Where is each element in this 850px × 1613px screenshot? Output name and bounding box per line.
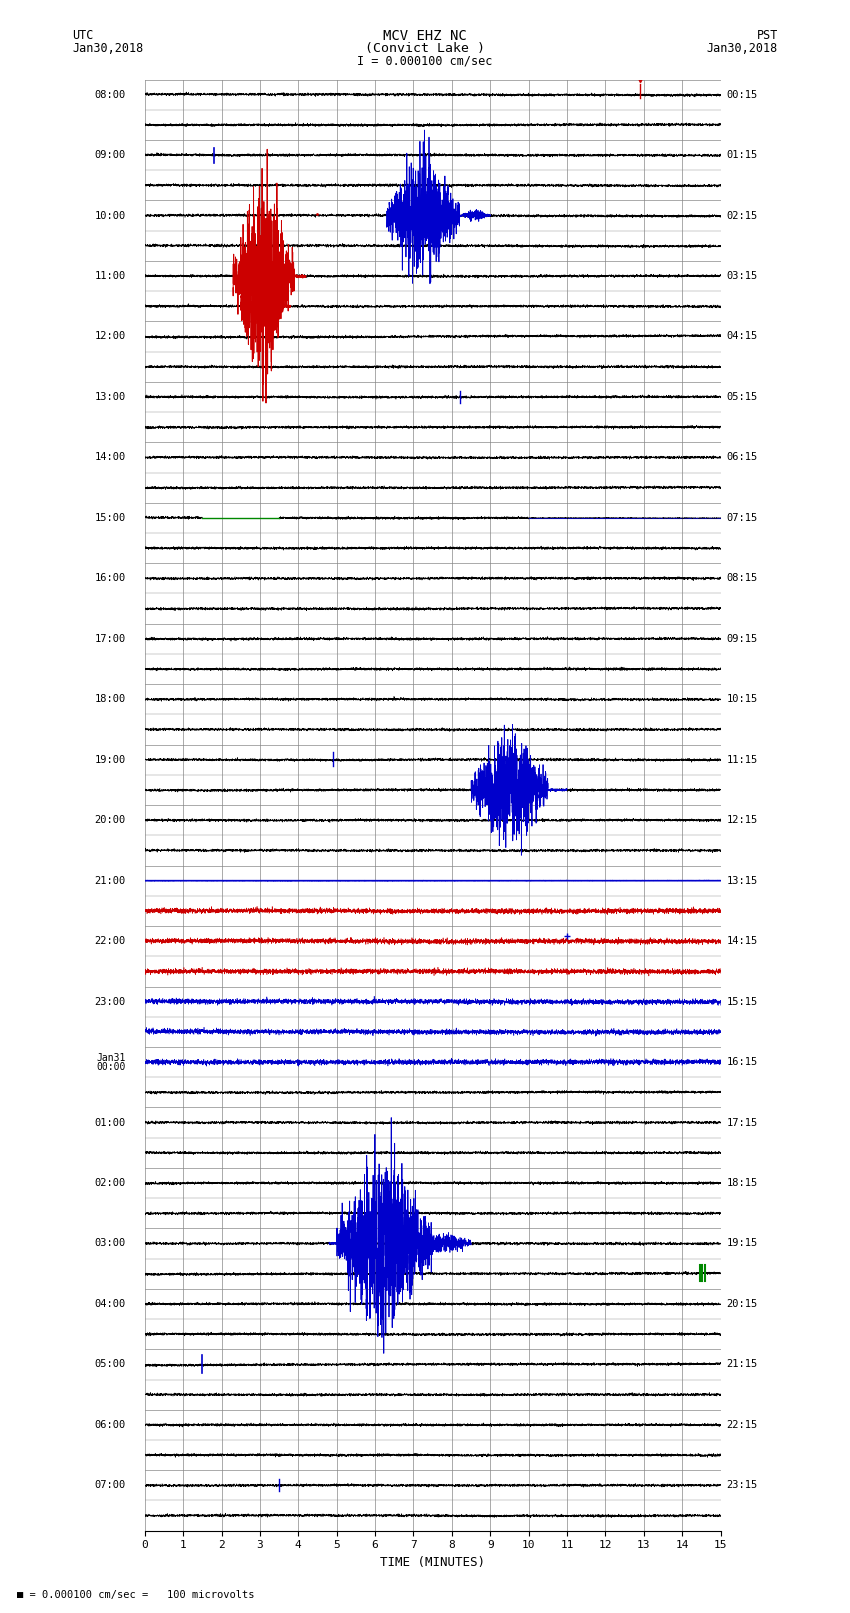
Text: 04:00: 04:00: [94, 1298, 126, 1308]
Text: 10:00: 10:00: [94, 211, 126, 221]
Text: 02:00: 02:00: [94, 1177, 126, 1189]
Text: 06:00: 06:00: [94, 1419, 126, 1429]
Text: Jan31: Jan31: [96, 1053, 126, 1063]
Text: 00:15: 00:15: [727, 90, 757, 100]
Text: 14:00: 14:00: [94, 452, 126, 463]
Text: 05:00: 05:00: [94, 1360, 126, 1369]
Text: 05:15: 05:15: [727, 392, 757, 402]
Text: MCV EHZ NC: MCV EHZ NC: [383, 29, 467, 44]
Text: 18:00: 18:00: [94, 694, 126, 705]
Text: ■ = 0.000100 cm/sec =   100 microvolts: ■ = 0.000100 cm/sec = 100 microvolts: [17, 1590, 254, 1600]
Text: 08:00: 08:00: [94, 90, 126, 100]
Text: I = 0.000100 cm/sec: I = 0.000100 cm/sec: [357, 55, 493, 68]
Text: 16:00: 16:00: [94, 573, 126, 584]
Text: 22:00: 22:00: [94, 936, 126, 947]
Text: 12:00: 12:00: [94, 332, 126, 342]
Text: 07:00: 07:00: [94, 1481, 126, 1490]
Text: PST: PST: [756, 29, 778, 42]
Text: 23:15: 23:15: [727, 1481, 757, 1490]
Text: Jan30,2018: Jan30,2018: [72, 42, 144, 55]
Text: 22:15: 22:15: [727, 1419, 757, 1429]
Text: Jan30,2018: Jan30,2018: [706, 42, 778, 55]
Text: 16:15: 16:15: [727, 1057, 757, 1068]
X-axis label: TIME (MINUTES): TIME (MINUTES): [380, 1557, 485, 1569]
Text: 20:15: 20:15: [727, 1298, 757, 1308]
Text: 21:15: 21:15: [727, 1360, 757, 1369]
Text: 03:00: 03:00: [94, 1239, 126, 1248]
Text: 13:15: 13:15: [727, 876, 757, 886]
Text: 07:15: 07:15: [727, 513, 757, 523]
Text: 23:00: 23:00: [94, 997, 126, 1007]
Text: 01:15: 01:15: [727, 150, 757, 160]
Text: 13:00: 13:00: [94, 392, 126, 402]
Text: 11:00: 11:00: [94, 271, 126, 281]
Text: 15:00: 15:00: [94, 513, 126, 523]
Text: 19:15: 19:15: [727, 1239, 757, 1248]
Text: 00:00: 00:00: [96, 1061, 126, 1071]
Text: 04:15: 04:15: [727, 332, 757, 342]
Text: 12:15: 12:15: [727, 815, 757, 826]
Text: 09:00: 09:00: [94, 150, 126, 160]
Text: 17:00: 17:00: [94, 634, 126, 644]
Text: 01:00: 01:00: [94, 1118, 126, 1127]
Text: 06:15: 06:15: [727, 452, 757, 463]
Text: UTC: UTC: [72, 29, 94, 42]
Text: (Convict Lake ): (Convict Lake ): [365, 42, 485, 55]
Text: 18:15: 18:15: [727, 1177, 757, 1189]
Text: 15:15: 15:15: [727, 997, 757, 1007]
Text: 09:15: 09:15: [727, 634, 757, 644]
Text: 20:00: 20:00: [94, 815, 126, 826]
Text: 19:00: 19:00: [94, 755, 126, 765]
Text: 03:15: 03:15: [727, 271, 757, 281]
Text: 08:15: 08:15: [727, 573, 757, 584]
Text: 11:15: 11:15: [727, 755, 757, 765]
Text: 02:15: 02:15: [727, 211, 757, 221]
Text: 17:15: 17:15: [727, 1118, 757, 1127]
Text: 10:15: 10:15: [727, 694, 757, 705]
Text: 14:15: 14:15: [727, 936, 757, 947]
Text: 21:00: 21:00: [94, 876, 126, 886]
